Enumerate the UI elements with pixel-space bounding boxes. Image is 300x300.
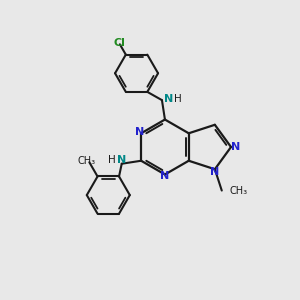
Text: Cl: Cl	[114, 38, 126, 48]
Text: N: N	[160, 171, 170, 181]
Text: N: N	[116, 155, 126, 165]
Text: N: N	[135, 127, 144, 137]
Text: CH₃: CH₃	[229, 185, 248, 196]
Text: N: N	[231, 142, 240, 152]
Text: N: N	[164, 94, 173, 103]
Text: N: N	[210, 167, 220, 177]
Text: H: H	[108, 155, 116, 165]
Text: CH₃: CH₃	[78, 156, 96, 166]
Text: H: H	[174, 94, 181, 103]
